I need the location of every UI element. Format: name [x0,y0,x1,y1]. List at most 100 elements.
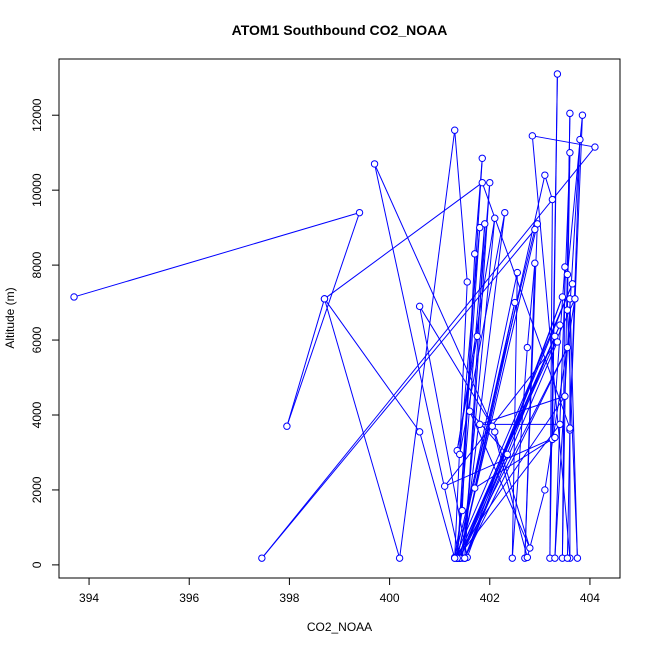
series-line-segment [419,306,468,558]
x-axis-label: CO2_NOAA [307,620,372,634]
series-line-segment [459,175,546,559]
data-point [320,295,329,303]
data-point [571,295,579,303]
series-line-segment [286,298,325,427]
data-point [501,208,509,217]
data-point [563,306,572,314]
data-point [541,486,549,494]
y-axis-label: Altitude (m) [3,287,17,348]
data-point [70,293,78,301]
series-line-segment [474,437,556,489]
data-point [556,420,564,429]
series-line-segment [324,298,421,433]
x-tick-label: 396 [179,591,199,605]
data-point [283,422,291,430]
series-line-segment [456,424,561,559]
data-point [503,450,511,459]
data-point [563,270,572,279]
data-point [258,554,266,562]
data-point [556,321,564,329]
data-point [558,293,567,301]
x-tick-label: 400 [380,591,400,605]
data-point [591,143,599,151]
x-axis: 394 396 398 400 402 404 [79,577,600,605]
data-point [511,298,519,307]
data-point [523,553,532,562]
data-point [370,160,379,168]
data-point [541,171,549,179]
data-point [476,223,484,232]
x-tick-label: 404 [580,591,600,605]
data-point [451,126,459,134]
data-point [486,178,494,187]
series-line-segment [456,302,516,559]
series-line-segment [532,135,596,148]
data-point [561,263,569,271]
series-line-segment [569,298,578,559]
data-point [355,208,364,217]
data-point [478,178,486,187]
y-tick-label: 10000 [30,173,44,207]
series-line-segment [324,182,483,300]
series-line-segment [544,298,576,491]
data-point [576,135,584,144]
series-line-segment [464,182,491,559]
data-point [551,433,559,442]
data-point [461,554,469,562]
series-line-segment [481,182,571,429]
data-point [395,554,404,562]
y-tick-label: 0 [30,561,44,568]
data-point [568,280,577,288]
series-line-segment [479,395,566,425]
y-axis: 0 2000 4000 6000 8000 10000 12000 [30,98,60,568]
y-tick-label: 6000 [30,326,44,353]
data-point [531,259,539,267]
data-point [473,332,481,340]
series-line-segment [73,212,360,298]
series-line-segment [261,229,536,559]
series-line-segment [456,227,481,559]
series-line-segment [323,298,401,559]
chart-title: ATOM1 Southbound CO2_NOAA [232,22,448,38]
series-line-segment [454,283,573,559]
data-point [551,554,559,562]
data-point [566,424,574,432]
data-point [478,154,486,163]
data-point [481,220,489,228]
y-tick-label: 2000 [30,476,44,503]
series-line-segment [454,130,468,283]
series-line-segment [459,336,556,559]
data-point [563,343,572,352]
series-line-segment [444,341,558,487]
data-point [463,278,471,286]
series-line-segment [554,152,571,559]
data-point [548,195,557,204]
series-line-segment [544,175,553,200]
series-line-segment [464,341,558,559]
series-line-segment [551,73,558,440]
data-point [553,70,562,78]
data-point [528,132,537,140]
data-point [561,392,569,400]
series-line-segment [461,218,496,559]
data-point [471,484,479,492]
series-line-segment [526,263,536,348]
data-point [531,225,539,234]
series-line-segment [419,306,493,427]
data-point [458,506,466,515]
series-line-segment [459,223,538,559]
y-tick-label: 12000 [30,98,44,132]
series-line-segment [566,428,571,559]
series-line-segment [374,163,461,559]
x-tick-label: 398 [279,591,299,605]
data-point [573,554,582,562]
data-point [526,544,534,552]
series-line-segment [531,135,571,559]
series-line-segment [374,163,496,433]
y-tick-label: 8000 [30,251,44,278]
data-point [508,554,517,562]
data-point [451,554,459,562]
y-tick-label: 4000 [30,401,44,428]
data-point [566,148,574,157]
data-point [513,268,522,277]
